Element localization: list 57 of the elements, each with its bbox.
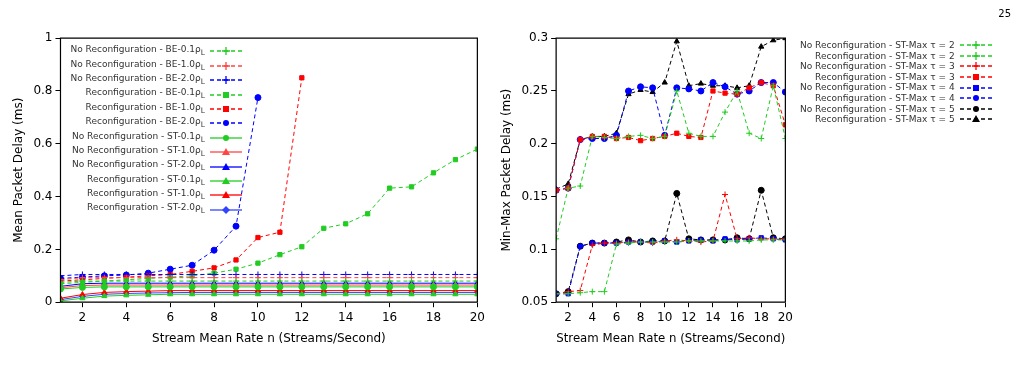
x-tick-label: 4 xyxy=(122,309,131,324)
x-tick-label: 14 xyxy=(705,309,721,324)
legend-label: No Reconfiguration - ST-Max τ = 4 xyxy=(800,82,955,93)
y-tick-label: 0.1 xyxy=(529,241,549,256)
legend-label: Reconfiguration - ST-Max τ = 5 xyxy=(815,114,955,125)
x-tick-label: 6 xyxy=(612,309,621,324)
x-tick-label: 2 xyxy=(564,309,572,324)
legend-label: No Reconfiguration - BE-0.1ρ$_{L}$ xyxy=(70,44,205,59)
legend-label: No Reconfiguration - ST-Max τ = 2 xyxy=(800,40,955,51)
y-tick-label: 0.05 xyxy=(521,294,549,309)
x-tick-label: 12 xyxy=(681,309,697,324)
x-tick-label: 16 xyxy=(729,309,745,324)
x-tick-label: 10 xyxy=(657,309,673,324)
y-tick-label: 0.15 xyxy=(521,188,549,203)
x-tick-label: 20 xyxy=(777,309,794,324)
x-tick-label: 4 xyxy=(588,309,597,324)
x-tick-label: 6 xyxy=(166,309,175,324)
x-axis-title: Stream Mean Rate n (Streams/Second) xyxy=(556,330,786,345)
legend-label: Reconfiguration - ST-0.1ρ$_{L}$ xyxy=(87,173,205,189)
x-tick-label: 8 xyxy=(210,309,218,324)
y-tick-label: 1 xyxy=(44,30,53,45)
legend-label: Reconfiguration - ST-Max τ = 4 xyxy=(815,92,955,104)
legend-label: Reconfiguration - ST-Max τ = 2 xyxy=(815,50,955,62)
x-tick-label: 10 xyxy=(250,309,266,324)
x-axis-title: Stream Mean Rate n (Streams/Second) xyxy=(152,330,386,345)
y-tick-label: 0.2 xyxy=(529,135,549,150)
x-tick-label: 8 xyxy=(636,309,645,324)
legend-label: No Reconfiguration - BE-1.0ρ$_{L}$ xyxy=(70,58,205,73)
legend-label: Reconfiguration - ST-Max τ = 3 xyxy=(815,71,955,83)
x-tick-label: 2 xyxy=(78,309,87,324)
y-tick-label: 0.6 xyxy=(33,135,53,150)
y-tick-label: 0.8 xyxy=(33,83,53,98)
x-tick-label: 14 xyxy=(338,309,354,324)
text: 25 xyxy=(998,8,1011,19)
x-tick-label: 18 xyxy=(425,309,442,324)
x-tick-label: 20 xyxy=(469,309,486,324)
legend-label: No Reconfiguration - BE-2.0ρ$_{L}$ xyxy=(70,72,205,88)
x-tick-label: 16 xyxy=(381,309,398,324)
legend-label: Reconfiguration - BE-0.1ρ$_{L}$ xyxy=(85,87,205,102)
y-tick-label: 0.4 xyxy=(33,188,53,203)
y-axis-title: Min-Max Packet Delay (ms) xyxy=(499,88,514,252)
legend-label: No Reconfiguration - ST-0.1ρ$_{L}$ xyxy=(71,130,205,145)
y-tick-label: 0.3 xyxy=(529,30,549,45)
y-axis-title: Mean Packet Delay (ms) xyxy=(11,97,26,243)
legend-label: No Reconfiguration - ST-2.0ρ$_{L}$ xyxy=(71,159,205,174)
legend-label: Reconfiguration - ST-2.0ρ$_{L}$ xyxy=(87,202,205,217)
legend-label: Reconfiguration - BE-2.0ρ$_{L}$ xyxy=(85,116,205,131)
legend-label: No Reconfiguration - ST-Max τ = 5 xyxy=(800,103,955,115)
y-tick-label: 0.25 xyxy=(521,83,549,98)
legend-label: Reconfiguration - ST-1.0ρ$_{L}$ xyxy=(87,188,205,203)
x-tick-label: 18 xyxy=(753,309,769,324)
y-tick-label: 0.2 xyxy=(33,241,53,256)
y-tick-label: 0 xyxy=(44,294,53,309)
legend-label: No Reconfiguration - ST-Max τ = 3 xyxy=(800,61,955,72)
legend-label: Reconfiguration - BE-1.0ρ$_{L}$ xyxy=(85,101,205,117)
legend-label: No Reconfiguration - ST-1.0ρ$_{L}$ xyxy=(71,144,205,160)
x-tick-label: 12 xyxy=(294,309,310,324)
